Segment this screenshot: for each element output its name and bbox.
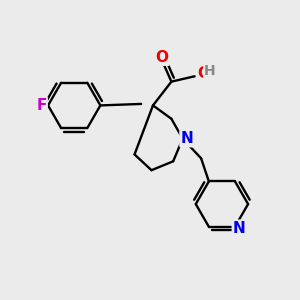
Text: N: N [181, 131, 193, 146]
Text: H: H [204, 64, 216, 78]
Text: O: O [155, 50, 168, 65]
Text: O: O [198, 66, 211, 81]
Text: N: N [233, 221, 245, 236]
Text: F: F [36, 98, 47, 113]
